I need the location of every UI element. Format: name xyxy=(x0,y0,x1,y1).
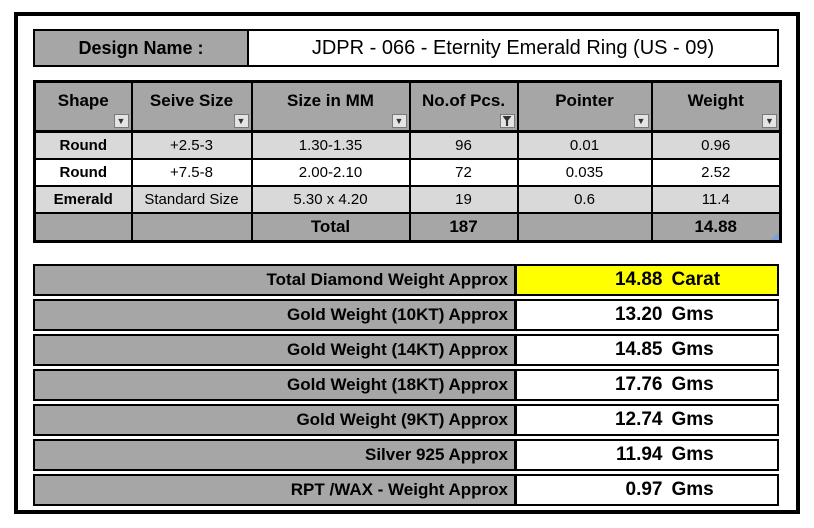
summary-number: 17.76 xyxy=(614,374,663,395)
summary-value-cell[interactable]: 0.97 Gms xyxy=(516,474,779,506)
total-empty-cell[interactable] xyxy=(33,211,133,243)
cell-weight[interactable]: 11.4 xyxy=(650,184,782,214)
cell-corner-marker-icon xyxy=(771,232,779,240)
dropdown-arrow-icon: ▼ xyxy=(636,115,646,126)
summary-unit: Gms xyxy=(671,479,714,500)
column-header-pointer-label: Pointer xyxy=(555,91,614,110)
design-name-row: Design Name : JDPR - 066 - Eternity Emer… xyxy=(33,29,779,67)
total-label-cell[interactable]: Total xyxy=(250,211,411,243)
total-empty-cell[interactable] xyxy=(516,211,653,243)
cell-size-in-mm[interactable]: 5.30 x 4.20 xyxy=(250,184,411,214)
cell-no-of-pcs[interactable]: 19 xyxy=(408,184,519,214)
dropdown-arrow-icon: ▼ xyxy=(236,115,246,126)
filter-dropdown-icon[interactable]: ▼ xyxy=(391,114,407,128)
summary-number: 13.20 xyxy=(614,304,663,325)
sheet-frame: Design Name : JDPR - 066 - Eternity Emer… xyxy=(14,12,800,514)
total-weight-value: 14.88 xyxy=(694,216,738,236)
summary-value-cell[interactable]: 12.74 Gms xyxy=(516,404,779,436)
summary-unit: Gms xyxy=(671,444,714,465)
cell-no-of-pcs[interactable]: 96 xyxy=(408,130,519,160)
table-row: Round +2.5-3 1.30-1.35 96 0.01 0.96 xyxy=(33,130,782,160)
summary-number: 11.94 xyxy=(616,444,663,465)
summary-row-gold-10kt: Gold Weight (10KT) Approx 13.20 Gms xyxy=(33,299,779,331)
summary-row-gold-9kt: Gold Weight (9KT) Approx 12.74 Gms xyxy=(33,404,779,436)
summary-number: 14.85 xyxy=(614,339,663,360)
filter-dropdown-icon[interactable]: ▼ xyxy=(633,114,649,128)
summary-label-cell[interactable]: Gold Weight (14KT) Approx xyxy=(33,334,516,366)
column-header-pointer[interactable]: Pointer ▼ xyxy=(516,80,653,133)
summary-value-cell[interactable]: 14.85 Gms xyxy=(516,334,779,366)
total-pcs-cell[interactable]: 187 xyxy=(408,211,519,243)
cell-shape[interactable]: Emerald xyxy=(33,184,133,214)
cell-seive-size[interactable]: +7.5-8 xyxy=(130,157,253,187)
summary-label-cell[interactable]: Total Diamond Weight Approx xyxy=(33,264,516,296)
summary-unit: Carat xyxy=(671,269,721,290)
sheet-content: Design Name : JDPR - 066 - Eternity Emer… xyxy=(33,29,782,506)
summary-number: 0.97 xyxy=(625,479,663,500)
summary-value-cell-highlighted[interactable]: 14.88 Carat xyxy=(516,264,779,296)
column-header-shape[interactable]: Shape ▼ xyxy=(33,80,133,133)
summary-row-rpt-wax: RPT /WAX - Weight Approx 0.97 Gms xyxy=(33,474,779,506)
cell-pointer[interactable]: 0.6 xyxy=(516,184,653,214)
column-header-weight[interactable]: Weight ▼ xyxy=(650,80,782,133)
summary-row-silver-925: Silver 925 Approx 11.94 Gms xyxy=(33,439,779,471)
cell-shape[interactable]: Round xyxy=(33,157,133,187)
cell-no-of-pcs[interactable]: 72 xyxy=(408,157,519,187)
summary-label-cell[interactable]: Gold Weight (9KT) Approx xyxy=(33,404,516,436)
total-row: Total 187 14.88 xyxy=(33,211,782,243)
column-header-no-of-pcs[interactable]: No.of Pcs. xyxy=(408,80,519,133)
column-header-size-in-mm-label: Size in MM xyxy=(287,91,374,110)
summary-unit: Gms xyxy=(671,339,714,360)
summary-row-gold-18kt: Gold Weight (18KT) Approx 17.76 Gms xyxy=(33,369,779,401)
stones-header-row: Shape ▼ Seive Size ▼ Size in MM ▼ No.of … xyxy=(33,80,782,133)
summary-unit: Gms xyxy=(671,304,714,325)
column-header-shape-label: Shape xyxy=(57,91,109,110)
cell-weight[interactable]: 0.96 xyxy=(650,130,782,160)
cell-weight[interactable]: 2.52 xyxy=(650,157,782,187)
dropdown-arrow-icon: ▼ xyxy=(765,115,774,126)
design-name-value-cell[interactable]: JDPR - 066 - Eternity Emerald Ring (US -… xyxy=(249,29,779,67)
design-name-label: Design Name : xyxy=(78,37,204,58)
cell-size-in-mm[interactable]: 2.00-2.10 xyxy=(250,157,411,187)
summary-number: 14.88 xyxy=(614,269,663,290)
summary-value-cell[interactable]: 11.94 Gms xyxy=(516,439,779,471)
summary-label-cell[interactable]: Gold Weight (10KT) Approx xyxy=(33,299,516,331)
weights-summary: Total Diamond Weight Approx 14.88 Carat … xyxy=(33,264,779,506)
summary-label-cell[interactable]: Silver 925 Approx xyxy=(33,439,516,471)
summary-row-diamond-weight: Total Diamond Weight Approx 14.88 Carat xyxy=(33,264,779,296)
funnel-icon xyxy=(502,116,512,126)
summary-row-gold-14kt: Gold Weight (14KT) Approx 14.85 Gms xyxy=(33,334,779,366)
column-header-weight-label: Weight xyxy=(687,91,744,110)
summary-unit: Gms xyxy=(671,409,714,430)
cell-pointer[interactable]: 0.035 xyxy=(516,157,653,187)
summary-label-cell[interactable]: RPT /WAX - Weight Approx xyxy=(33,474,516,506)
table-row: Round +7.5-8 2.00-2.10 72 0.035 2.52 xyxy=(33,157,782,187)
dropdown-arrow-icon: ▼ xyxy=(116,115,126,126)
column-header-size-in-mm[interactable]: Size in MM ▼ xyxy=(250,80,411,133)
total-weight-cell[interactable]: 14.88 xyxy=(650,211,782,243)
filter-dropdown-icon[interactable]: ▼ xyxy=(113,114,129,128)
summary-value-cell[interactable]: 17.76 Gms xyxy=(516,369,779,401)
column-header-no-of-pcs-label: No.of Pcs. xyxy=(421,91,506,110)
stones-table: Shape ▼ Seive Size ▼ Size in MM ▼ No.of … xyxy=(33,80,782,243)
summary-label-cell[interactable]: Gold Weight (18KT) Approx xyxy=(33,369,516,401)
total-empty-cell[interactable] xyxy=(130,211,253,243)
cell-seive-size[interactable]: Standard Size xyxy=(130,184,253,214)
design-name-label-cell[interactable]: Design Name : xyxy=(33,29,249,67)
dropdown-arrow-icon: ▼ xyxy=(394,115,404,126)
cell-seive-size[interactable]: +2.5-3 xyxy=(130,130,253,160)
design-name-value: JDPR - 066 - Eternity Emerald Ring (US -… xyxy=(311,36,715,59)
cell-shape[interactable]: Round xyxy=(33,130,133,160)
filter-active-icon[interactable] xyxy=(499,114,515,128)
cell-pointer[interactable]: 0.01 xyxy=(516,130,653,160)
column-header-seive-size[interactable]: Seive Size ▼ xyxy=(130,80,253,133)
summary-value-cell[interactable]: 13.20 Gms xyxy=(516,299,779,331)
column-header-seive-size-label: Seive Size xyxy=(149,91,234,110)
filter-dropdown-icon[interactable]: ▼ xyxy=(233,114,249,128)
summary-unit: Gms xyxy=(671,374,714,395)
cell-size-in-mm[interactable]: 1.30-1.35 xyxy=(250,130,411,160)
summary-number: 12.74 xyxy=(614,409,663,430)
table-row: Emerald Standard Size 5.30 x 4.20 19 0.6… xyxy=(33,184,782,214)
filter-dropdown-icon[interactable]: ▼ xyxy=(762,114,777,128)
